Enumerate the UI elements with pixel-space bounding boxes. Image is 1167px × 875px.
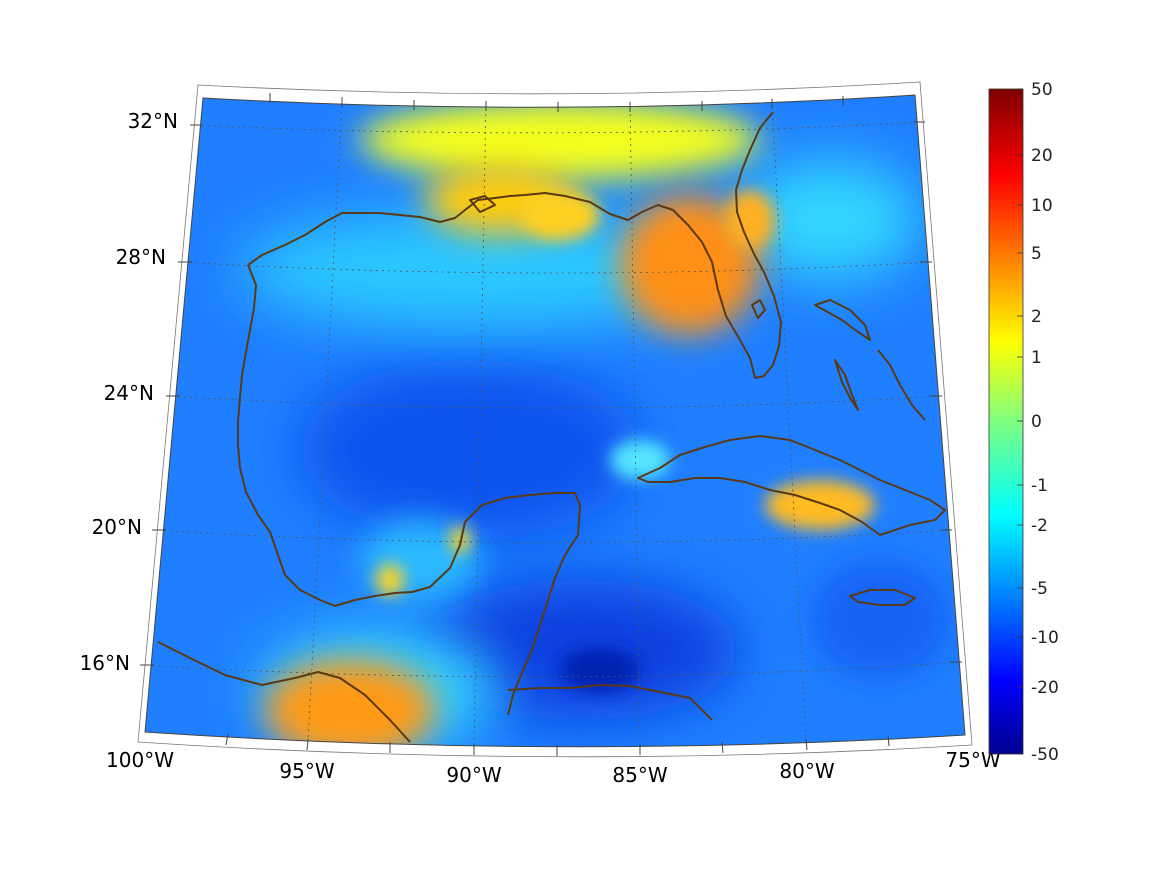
colorbar-label-20: 20 [1031,146,1053,166]
data-field [145,95,965,747]
coast-jamaica [849,589,916,606]
lat-label-16n: 16°N [80,651,130,675]
coast-mobile [469,195,496,213]
colorbar-label-neg2: -2 [1031,516,1048,536]
coast-mexico-gulf [237,264,581,716]
colorbar-label-neg20: -20 [1031,678,1059,698]
parallel-24n [165,395,943,409]
coast-gulf-north [247,111,782,379]
lon-label-90w: 90°W [446,763,501,787]
colorbar-label-2: 2 [1031,307,1042,327]
frame-ticks [140,93,962,756]
lon-label-95w: 95°W [279,759,334,783]
colorbar: 50 20 10 5 2 1 0 -1 -2 -5 -10 -20 -50 [988,80,1059,765]
colorbar-label-neg10: -10 [1031,628,1059,648]
coast-bahamas-north [814,299,871,341]
longitude-labels: 100°W 95°W 90°W 85°W 80°W 75°W [106,748,1001,787]
colorbar-label-10: 10 [1031,196,1053,216]
parallel-16n [145,661,963,678]
coast-pacific-mexico [157,641,411,743]
meridian-80w [771,99,807,741]
meridian-95w [307,99,343,741]
lat-label-32n: 32°N [128,109,178,133]
colorbar-ticks [1017,88,1023,755]
coast-bahamas-andros [834,359,859,411]
coast-lake-okeechobee [751,299,766,319]
map-frame [144,94,966,748]
parallel-28n [177,261,933,274]
colorbar-label-neg5: -5 [1031,579,1048,599]
graticule [145,99,963,746]
colorbar-label-neg1: -1 [1031,476,1048,496]
colorbar-gradient [988,88,1024,755]
colorbar-label-1: 1 [1031,348,1042,368]
colorbar-label-neg50: -50 [1031,745,1059,765]
meridian-90w [473,101,487,746]
colorbar-label-5: 5 [1031,244,1042,264]
lat-label-24n: 24°N [104,381,154,405]
lat-label-20n: 20°N [92,515,142,539]
coast-bahamas-chain [877,349,926,421]
lon-label-85w: 85°W [612,763,667,787]
meridian-85w [629,101,641,746]
map-frame-outer [137,81,973,758]
colorbar-label-50: 50 [1031,80,1053,100]
coastlines [157,111,946,743]
parallel-32n [189,121,926,134]
latitude-labels: 32°N 28°N 24°N 20°N 16°N [80,109,178,675]
lon-label-100w: 100°W [106,748,174,772]
colorbar-label-0: 0 [1031,412,1042,432]
coast-central-america [507,684,713,721]
lat-label-28n: 28°N [116,245,166,269]
coast-cuba [637,435,946,536]
lon-label-80w: 80°W [779,759,834,783]
